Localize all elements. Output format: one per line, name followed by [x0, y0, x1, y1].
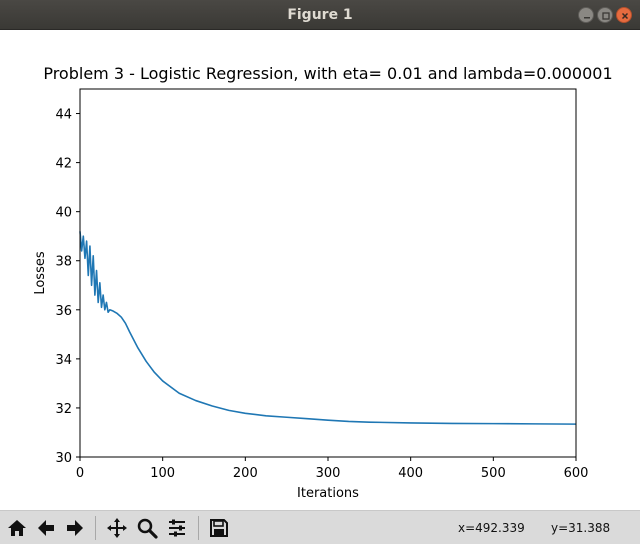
y-tick-label: 38	[55, 255, 72, 270]
x-tick-label: 400	[398, 466, 423, 481]
chart-title: Problem 3 - Logistic Regression, with et…	[43, 64, 612, 83]
pan-icon[interactable]	[104, 515, 130, 541]
toolbar-separator	[95, 516, 96, 540]
toolbar-separator	[198, 516, 199, 540]
plot-frame	[79, 88, 577, 458]
save-icon[interactable]	[206, 515, 232, 541]
back-icon[interactable]	[33, 515, 59, 541]
x-tick-label: 0	[76, 466, 84, 481]
close-icon[interactable]	[616, 7, 632, 23]
y-tick-label: 44	[55, 108, 72, 123]
y-tick-label: 30	[55, 451, 72, 466]
maximize-icon[interactable]	[597, 7, 613, 23]
y-axis-label: Losses	[33, 251, 48, 295]
forward-icon[interactable]	[62, 515, 88, 541]
zoom-icon[interactable]	[134, 515, 160, 541]
configure-subplots-icon[interactable]	[164, 515, 190, 541]
y-tick-label: 36	[55, 304, 72, 319]
loss-chart: Problem 3 - Logistic Regression, with et…	[33, 64, 613, 501]
y-tick-label: 40	[55, 206, 72, 221]
cursor-y-readout: y=31.388	[551, 521, 611, 535]
cursor-x-readout: x=492.339	[458, 521, 525, 535]
y-tick-label: 34	[55, 353, 72, 368]
window-title: Figure 1	[287, 7, 353, 23]
x-tick-label: 100	[150, 466, 175, 481]
x-tick-label: 600	[564, 466, 589, 481]
x-axis-label: Iterations	[297, 486, 359, 501]
x-tick-label: 200	[233, 466, 258, 481]
y-tick-label: 32	[55, 402, 72, 417]
navigation-toolbar: x=492.339 y=31.388	[0, 510, 640, 544]
x-tick-label: 300	[316, 466, 341, 481]
home-icon[interactable]	[4, 515, 30, 541]
figure-canvas[interactable]: Problem 3 - Logistic Regression, with et…	[0, 31, 640, 510]
minimize-icon[interactable]	[578, 7, 594, 23]
y-tick-label: 42	[55, 157, 72, 172]
x-tick-label: 500	[481, 466, 506, 481]
window-titlebar: Figure 1	[0, 0, 640, 30]
loss-line	[79, 231, 577, 425]
